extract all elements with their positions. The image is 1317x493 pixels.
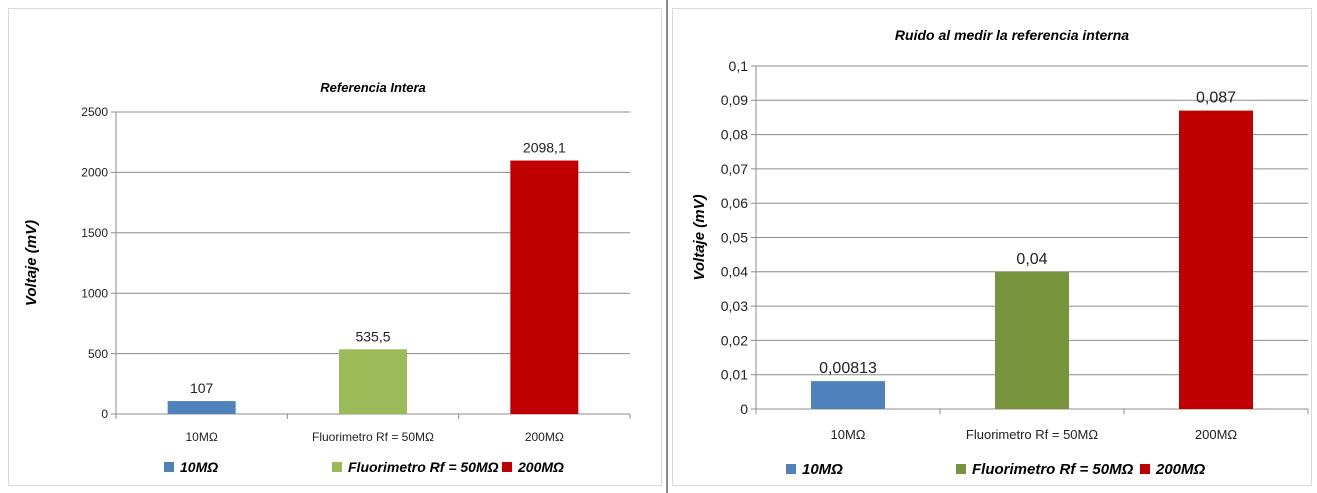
y-tick-label: 0,04 bbox=[721, 264, 748, 280]
chart-title: Ruido al medir la referencia interna bbox=[895, 27, 1129, 43]
legend-label: 10MΩ bbox=[802, 461, 843, 478]
y-tick-label: 0,07 bbox=[721, 161, 748, 177]
y-tick-label: 1000 bbox=[81, 286, 108, 300]
y-axis-label: Voltaje (mV) bbox=[691, 194, 708, 280]
bar bbox=[339, 349, 407, 414]
y-tick-label: 0 bbox=[740, 401, 748, 417]
x-tick-label: Fluorimetro Rf = 50MΩ bbox=[966, 427, 1098, 442]
data-label: 0,04 bbox=[1016, 251, 1047, 268]
y-tick-label: 0,1 bbox=[729, 58, 749, 74]
bar bbox=[1179, 110, 1253, 409]
y-tick-label: 0,09 bbox=[721, 92, 748, 108]
x-tick-label: Fluorimetro Rf = 50MΩ bbox=[312, 430, 434, 444]
y-tick-label: 0 bbox=[101, 407, 108, 421]
y-tick-label: 0,01 bbox=[721, 367, 748, 383]
y-tick-label: 500 bbox=[88, 347, 108, 361]
y-tick-label: 0,05 bbox=[721, 229, 748, 245]
y-tick-label: 0,06 bbox=[721, 195, 748, 211]
bar bbox=[510, 160, 579, 414]
chart-referencia-interna: 0 500 1000 1500 2000 2500 Referencia Intera Vol… bbox=[8, 8, 662, 486]
legend: 10MΩ Fluorimetro Rf = 50MΩ 200MΩ bbox=[786, 461, 1206, 478]
data-label: 107 bbox=[190, 380, 214, 396]
x-tick-label: 200MΩ bbox=[525, 430, 564, 444]
chart-ruido-referencia: 0 0,01 0,02 0,03 0,04 0,05 0,06 0,07 0,08 0,09 0,1… bbox=[672, 8, 1312, 486]
y-axis-label: Voltaje (mV) bbox=[23, 220, 40, 306]
legend-swatch bbox=[956, 464, 966, 474]
panel-divider bbox=[666, 0, 668, 493]
legend-label: 200MΩ bbox=[517, 459, 564, 475]
data-label: 0,00813 bbox=[819, 360, 877, 377]
y-tick-label: 0,08 bbox=[721, 127, 748, 143]
legend-swatch bbox=[164, 462, 174, 472]
x-tick-label: 200MΩ bbox=[1195, 427, 1238, 442]
bar bbox=[995, 271, 1069, 409]
y-tick-label: 2500 bbox=[81, 105, 108, 119]
data-label: 2098,1 bbox=[523, 140, 566, 156]
legend-label: 200MΩ bbox=[1155, 461, 1206, 478]
legend-swatch bbox=[786, 464, 796, 474]
legend-label: Fluorimetro Rf = 50MΩ bbox=[348, 459, 499, 475]
chart-title: Referencia Intera bbox=[320, 80, 426, 95]
x-tick-label: 10MΩ bbox=[830, 427, 865, 442]
data-label: 0,087 bbox=[1196, 90, 1236, 107]
y-tick-label: 1500 bbox=[81, 226, 108, 240]
y-tick-label: 0,02 bbox=[721, 332, 748, 348]
legend-swatch bbox=[1140, 464, 1150, 474]
legend: 10MΩ Fluorimetro Rf = 50MΩ 200MΩ bbox=[164, 459, 564, 475]
legend-label: Fluorimetro Rf = 50MΩ bbox=[972, 461, 1134, 478]
y-tick-label: 2000 bbox=[81, 166, 108, 180]
legend-swatch bbox=[502, 462, 512, 472]
bar bbox=[167, 401, 236, 414]
data-label: 535,5 bbox=[355, 328, 390, 344]
x-tick-label: 10MΩ bbox=[186, 430, 218, 444]
legend-label: 10MΩ bbox=[180, 459, 218, 475]
bar bbox=[811, 381, 885, 409]
y-tick-label: 0,03 bbox=[721, 298, 748, 314]
legend-swatch bbox=[332, 462, 342, 472]
